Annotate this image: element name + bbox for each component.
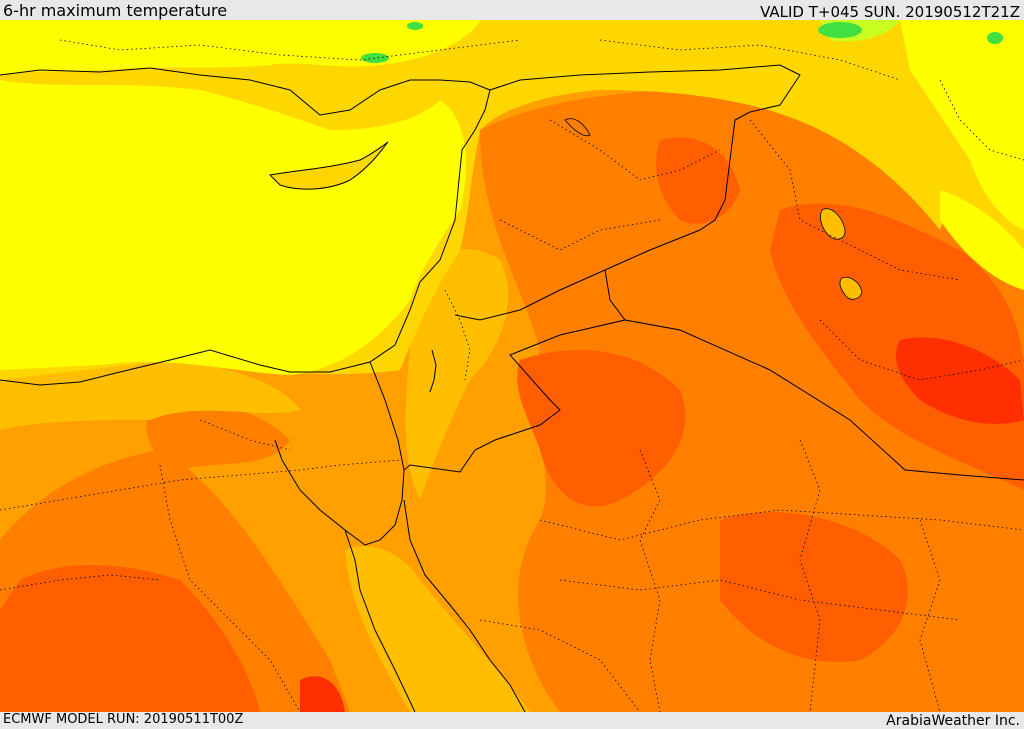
mild-zone-egypt-coast [0,360,300,430]
coastline-gulf-suez [274,439,405,546]
coastline-redsea-east [403,499,526,712]
coastline-turkey [0,67,491,116]
hottest-zone-iraq [896,337,1024,424]
hot-zone-egypt-north [146,401,290,470]
cool-zone-ne [900,20,1024,230]
internal-borders [0,39,1024,712]
temperature-map [0,20,1024,712]
lake-assad [564,118,591,137]
admin-border-17 [199,419,291,451]
border-iraq-saudi [624,319,1024,481]
lake-habbaniyah [839,276,863,300]
cooler-spot-3 [987,32,1003,44]
hotter-zone-saudi [720,512,908,662]
admin-border-16 [939,79,1024,161]
border-egypt-israel [369,361,405,471]
admin-border-14 [59,39,521,61]
admin-border-9 [559,579,961,621]
cooler-spot-2 [361,53,389,63]
island-cyprus [268,141,389,190]
mild-zone-levant [405,249,509,500]
cooler-spot-1 [818,22,862,38]
lake-tharthar [820,208,846,240]
admin-border-11 [799,439,821,712]
admin-border-3 [0,574,161,591]
map-title: 6-hr maximum temperature [3,1,228,20]
coastline-dead-sea [429,349,437,393]
hottest-zone-egypt [300,676,345,712]
admin-border-12 [919,519,941,712]
admin-border-6 [749,119,961,281]
mild-zone-redsea [345,546,530,712]
hotter-zone-egypt [0,565,260,712]
footer-bar: ECMWF MODEL RUN: 20190511T00Z ArabiaWeat… [0,712,1024,729]
admin-border-8 [539,509,1024,541]
cool-zone-ne-2 [940,190,1024,290]
cool-zone-turkey [0,20,480,75]
border-syria-iraq [454,64,801,321]
coastline-levant-egypt [0,89,491,386]
admin-border-5 [549,119,721,181]
valid-time: VALID T+045 SUN. 20190512T21Z [760,3,1020,21]
header-bar: 6-hr maximum temperature VALID T+045 SUN… [0,0,1024,20]
coastline-redsea-west [344,529,416,712]
admin-border-1 [0,459,401,511]
map-canvas [0,20,1024,712]
cool-sea-mediterranean [0,80,466,375]
hotter-zone-syria [656,137,740,224]
credit-label: ArabiaWeather Inc. [886,713,1020,729]
cooler-spot-4 [407,22,423,30]
model-run-label: ECMWF MODEL RUN: 20190511T00Z [3,712,244,727]
hotter-zone-jordan [517,350,686,507]
